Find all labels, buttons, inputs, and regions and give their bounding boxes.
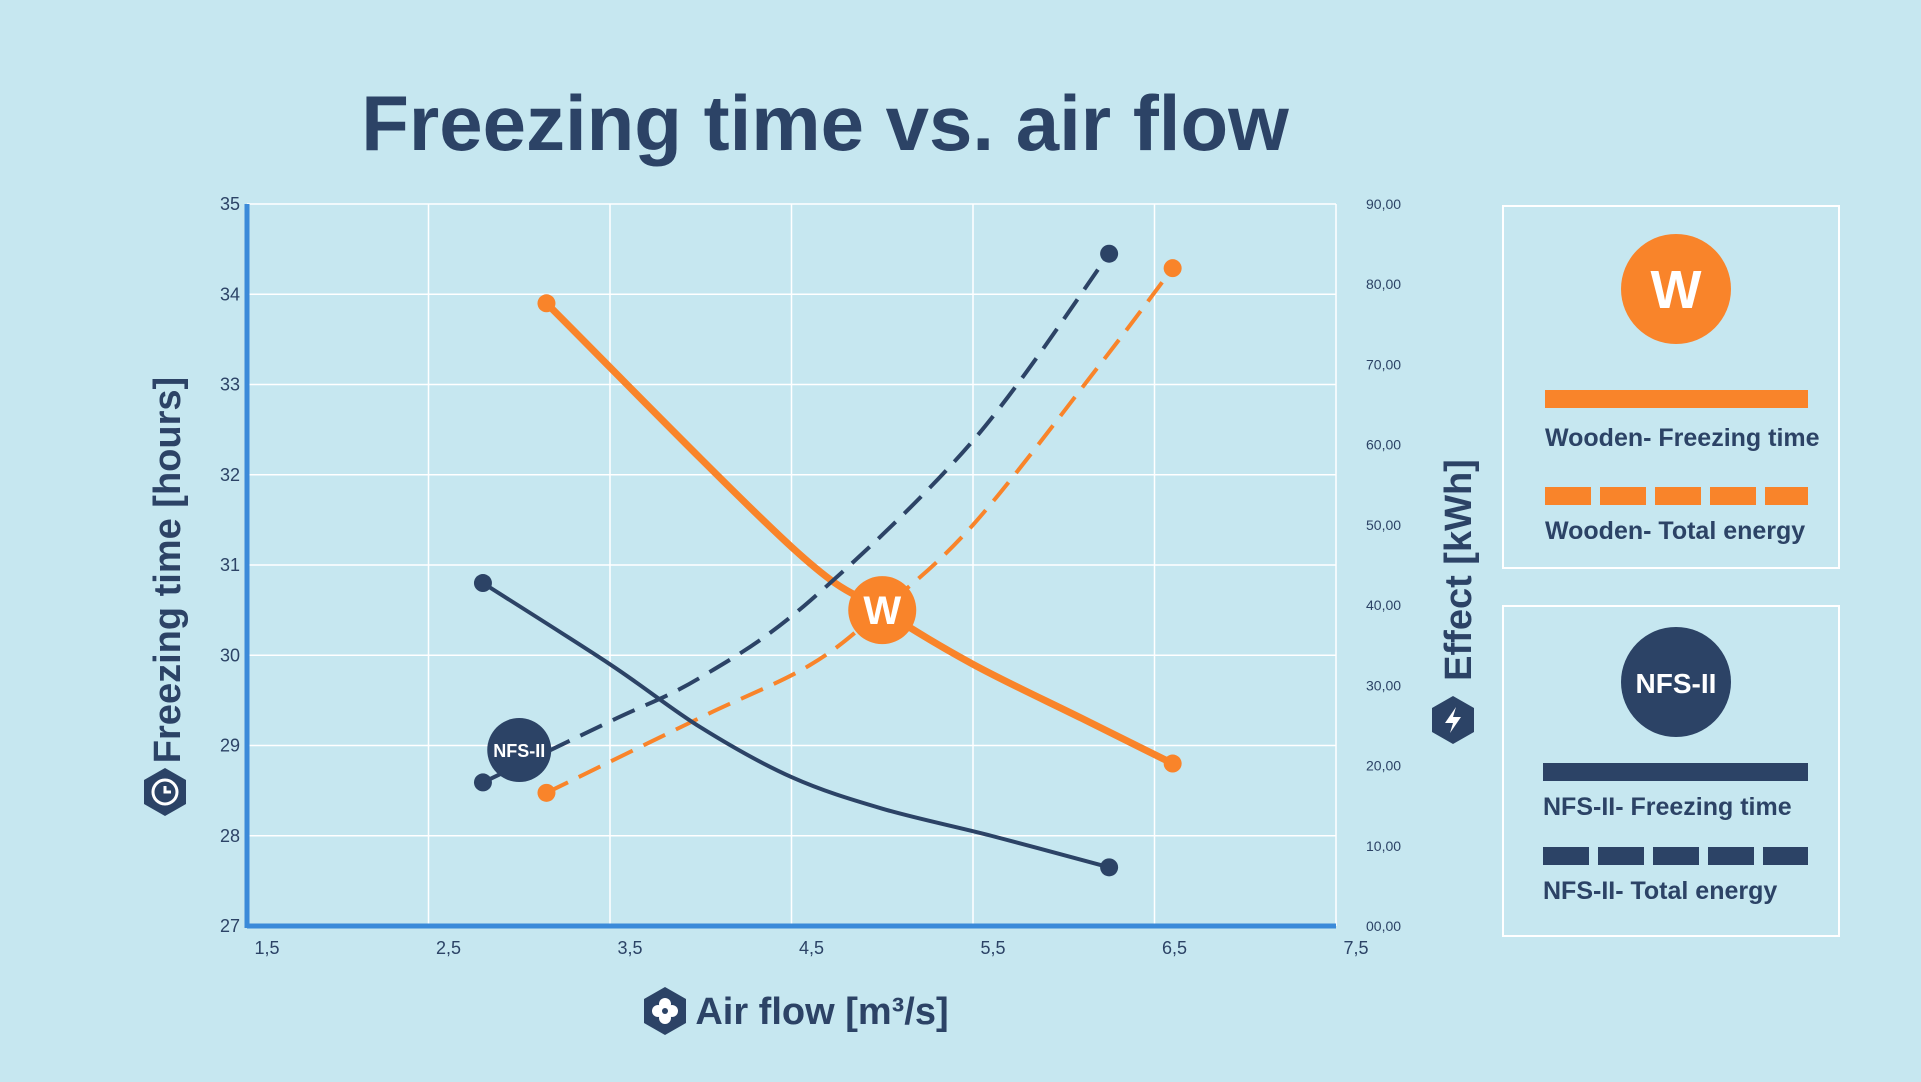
y-left-tick-label: 30 (220, 645, 240, 665)
curve-badge-label: NFS-II (493, 741, 545, 761)
y-right-axis-label: Effect [kWh] (1438, 459, 1480, 681)
legend-nfs: NFS-II NFS-II- Freezing time NFS-II- Tot… (1502, 605, 1840, 937)
y-left-tick-labels: 27 28 29 30 31 32 33 34 35 (220, 194, 240, 936)
legend-label: Wooden- Total energy (1545, 517, 1805, 545)
legend-swatch-solid (1545, 390, 1808, 408)
series-endpoint (537, 294, 556, 313)
y-right-tick-label: 60,00 (1366, 437, 1401, 453)
y-left-tick-label: 35 (220, 194, 240, 214)
y-left-tick-label: 34 (220, 284, 240, 304)
series-endpoint (1163, 754, 1182, 773)
x-axis-label: Air flow [m³/s] (695, 991, 948, 1033)
series-endpoint (537, 783, 556, 802)
y-right-tick-label: 10,00 (1366, 838, 1401, 854)
series-endpoint (473, 773, 492, 792)
y-right-tick-label: 40,00 (1366, 597, 1401, 613)
y-left-tick-label: 28 (220, 826, 240, 846)
series-endpoint (473, 574, 492, 593)
series-line-4 (482, 252, 1111, 785)
y-right-tick-label: 90,00 (1366, 196, 1401, 212)
x-tick-label: 6,5 (1162, 938, 1187, 958)
y-right-tick-label: 00,00 (1366, 918, 1401, 934)
y-right-tick-label: 50,00 (1366, 517, 1401, 533)
y-right-tick-label: 20,00 (1366, 758, 1401, 774)
legend-label: Wooden- Freezing time (1545, 424, 1820, 452)
series-line-3 (481, 581, 1110, 870)
y-right-tick-label: 80,00 (1366, 276, 1401, 292)
legend-badge (1621, 627, 1731, 737)
legend-badge-label: NFS-II (1636, 668, 1717, 699)
y-left-tick-label: 31 (220, 555, 240, 575)
series-points (473, 244, 1182, 877)
legend-badge-label: W (1651, 260, 1702, 320)
x-tick-label: 1,5 (254, 938, 279, 958)
series-endpoint (1100, 858, 1119, 877)
clock-icon (144, 768, 186, 816)
y-right-tick-label: 70,00 (1366, 356, 1401, 372)
x-tick-label: 3,5 (617, 938, 642, 958)
y-left-tick-label: 32 (220, 465, 240, 485)
curve-badge-label: W (863, 589, 901, 633)
series-endpoint (1100, 244, 1119, 263)
y-left-tick-label: 33 (220, 375, 240, 395)
x-tick-label: 2,5 (436, 938, 461, 958)
series-line-2 (545, 266, 1175, 795)
y-right-tick-label: 30,00 (1366, 677, 1401, 693)
lightning-icon (1432, 696, 1474, 744)
legend-swatch-solid (1543, 763, 1808, 781)
legend-wooden: W Wooden- Freezing time Wooden- Total en… (1502, 205, 1840, 569)
chart-title: Freezing time vs. air flow (361, 79, 1289, 167)
axes (244, 204, 1336, 929)
y-right-tick-labels: 00,00 10,00 20,00 30,00 40,00 50,00 60,00 70,00… (1366, 196, 1401, 934)
legend-badge (1621, 234, 1731, 344)
fan-icon (644, 987, 686, 1035)
legend-label: NFS-II- Total energy (1543, 877, 1777, 905)
legend-label: NFS-II- Freezing time (1543, 793, 1792, 821)
y-left-tick-label: 29 (220, 736, 240, 756)
curve-badges: W NFS-II (487, 576, 917, 783)
curve-badge (487, 718, 552, 783)
y-left-tick-label: 27 (220, 916, 240, 936)
x-tick-label: 7,5 (1343, 938, 1368, 958)
curve-badge (848, 576, 917, 645)
y-left-axis-label: Freezing time [hours] (147, 377, 189, 763)
x-tick-labels: 1,5 2,5 3,5 4,5 5,5 6,5 7,5 (254, 938, 1368, 958)
series-endpoint (1163, 259, 1182, 278)
x-tick-label: 5,5 (980, 938, 1005, 958)
x-tick-label: 4,5 (799, 938, 824, 958)
